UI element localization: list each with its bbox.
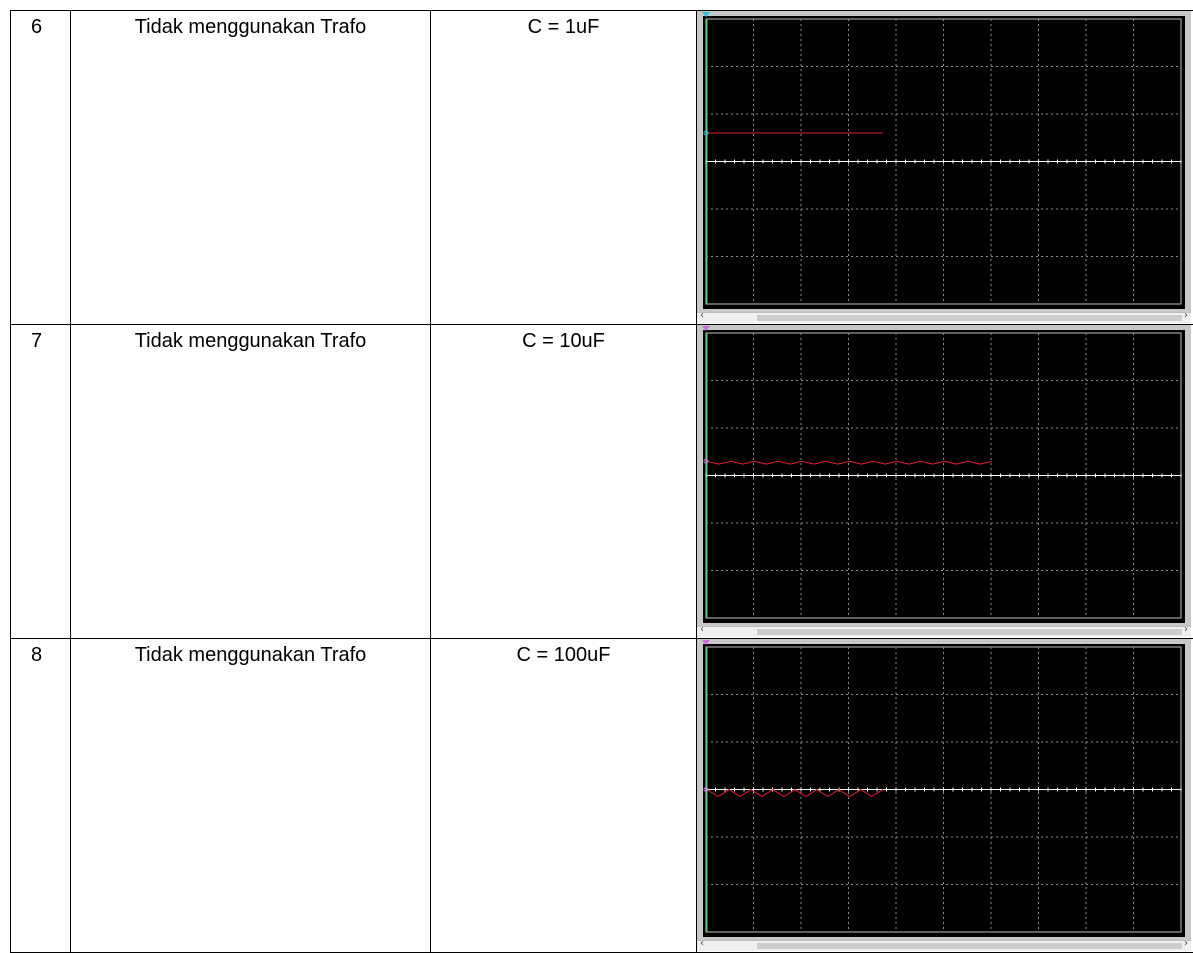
scroll-left-icon[interactable]: ‹ [700, 310, 704, 321]
oscilloscope-screen [697, 325, 1191, 627]
capacitor-cell: C = 10uF [431, 325, 697, 639]
condition-cell: Tidak menggunakan Trafo [71, 639, 431, 953]
row-number: 8 [11, 639, 70, 668]
scroll-left-icon[interactable]: ‹ [700, 624, 704, 635]
oscilloscope-screenshot: ‹ › [697, 325, 1191, 637]
row-number-cell: 8 [11, 639, 71, 953]
scroll-right-icon[interactable]: › [1184, 310, 1188, 321]
row-number-cell: 6 [11, 11, 71, 325]
capacitor-value: C = 100uF [431, 639, 696, 668]
row-number-cell: 7 [11, 325, 71, 639]
oscilloscope-cell: ‹ › [697, 11, 1193, 325]
horizontal-scrollbar[interactable]: ‹ › [697, 940, 1191, 951]
capacitor-value: C = 1uF [431, 11, 696, 40]
oscilloscope-screenshot: ‹ › [697, 639, 1191, 951]
condition-cell: Tidak menggunakan Trafo [71, 11, 431, 325]
oscilloscope-screen [697, 11, 1191, 313]
condition-text: Tidak menggunakan Trafo [71, 639, 430, 668]
horizontal-scrollbar[interactable]: ‹ › [697, 626, 1191, 637]
oscilloscope-screen [697, 639, 1191, 941]
capacitor-value: C = 10uF [431, 325, 696, 354]
oscilloscope-cell: ‹ › [697, 325, 1193, 639]
condition-text: Tidak menggunakan Trafo [71, 11, 430, 40]
table-row: 7 Tidak menggunakan Trafo C = 10uF ‹ › [11, 325, 1193, 639]
scroll-right-icon[interactable]: › [1184, 624, 1188, 635]
capacitor-cell: C = 1uF [431, 11, 697, 325]
condition-text: Tidak menggunakan Trafo [71, 325, 430, 354]
oscilloscope-cell: ‹ › [697, 639, 1193, 953]
row-number: 6 [11, 11, 70, 40]
horizontal-scrollbar[interactable]: ‹ › [697, 312, 1191, 323]
capacitor-cell: C = 100uF [431, 639, 697, 953]
condition-cell: Tidak menggunakan Trafo [71, 325, 431, 639]
row-number: 7 [11, 325, 70, 354]
scroll-thumb[interactable] [757, 315, 1182, 321]
scroll-thumb[interactable] [757, 629, 1182, 635]
table-row: 8 Tidak menggunakan Trafo C = 100uF ‹ › [11, 639, 1193, 953]
results-table: 6 Tidak menggunakan Trafo C = 1uF ‹ › 7 … [10, 10, 1193, 953]
oscilloscope-screenshot: ‹ › [697, 11, 1191, 323]
table-row: 6 Tidak menggunakan Trafo C = 1uF ‹ › [11, 11, 1193, 325]
